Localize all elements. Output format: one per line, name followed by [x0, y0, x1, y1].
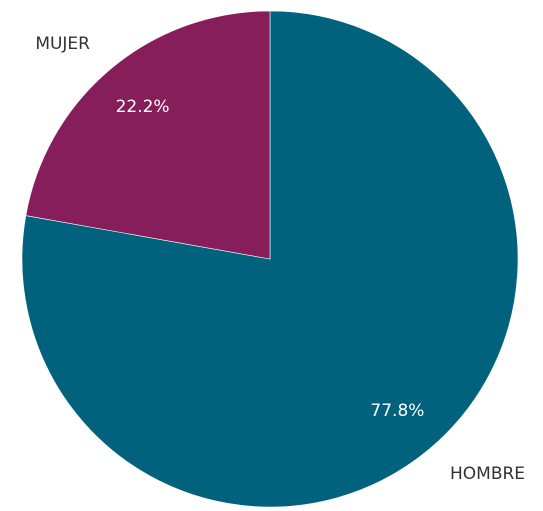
slice-category-label: MUJER	[35, 34, 90, 54]
slice-value-label: 77.8%	[370, 401, 424, 421]
pie-slice	[25, 10, 271, 260]
slice-value-label: 22.2%	[116, 97, 170, 117]
slice-category-label: HOMBRE	[450, 464, 525, 484]
